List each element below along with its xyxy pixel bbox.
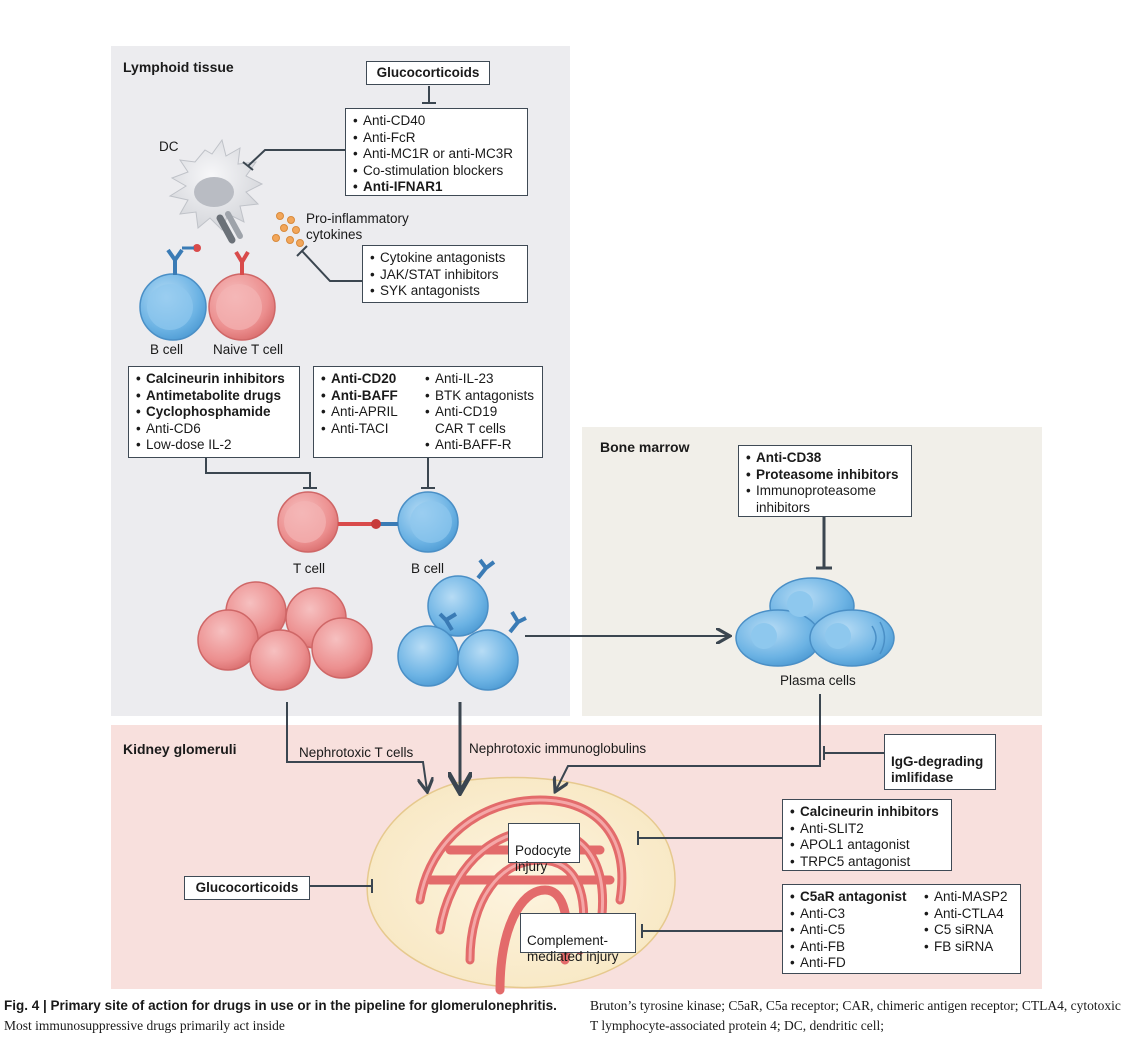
podocyte-drug-list: Calcineurin inhibitorsAnti-SLIT2APOL1 an… <box>790 804 945 870</box>
drug-item: Anti-CTLA4 <box>924 906 1008 923</box>
drug-item: Calcineurin inhibitors <box>790 804 945 821</box>
drug-item: BTK antagonists <box>425 388 534 405</box>
plasma-cells-label: Plasma cells <box>780 673 856 688</box>
naive-t-cell-top <box>208 250 276 341</box>
t-cell-cluster <box>197 581 373 691</box>
region-title-lymphoid: Lymphoid tissue <box>123 59 234 75</box>
drug-item: SYK antagonists <box>370 283 521 300</box>
complement-drug-list-right: Anti-MASP2Anti-CTLA4C5 siRNAFB siRNA <box>924 889 1008 955</box>
drug-item: C5 siRNA <box>924 922 1008 939</box>
glucocorticoids-top-label: Glucocorticoids <box>376 65 480 80</box>
drug-item: APOL1 antagonist <box>790 837 945 854</box>
drug-item: Anti-FcR <box>353 130 521 147</box>
dc-drug-box: Anti-CD40Anti-FcRAnti-MC1R or anti-MC3RC… <box>345 108 528 196</box>
drug-item: Calcineurin inhibitors <box>136 371 293 388</box>
drug-item: Co-stimulation blockers <box>353 163 521 180</box>
t-cell-drug-list: Calcineurin inhibitorsAntimetabolite dru… <box>136 371 293 454</box>
b-cell-top-label: B cell <box>150 342 184 357</box>
drug-item: Anti-SLIT2 <box>790 821 945 838</box>
drug-item: Anti-CD40 <box>353 113 521 130</box>
drug-item: Proteasome inhibitors <box>746 467 905 484</box>
plasma-drug-list: Anti-CD38Proteasome inhibitorsImmunoprot… <box>746 450 905 516</box>
glucocorticoids-kidney-box: Glucocorticoids <box>184 876 310 900</box>
drug-item: Anti-BAFF <box>321 388 398 405</box>
dc-drug-list: Anti-CD40Anti-FcRAnti-MC1R or anti-MC3RC… <box>353 113 521 196</box>
cytokine-drug-list: Cytokine antagonistsJAK/STAT inhibitorsS… <box>370 250 521 300</box>
cytokine-dots <box>272 212 304 247</box>
drug-item: C5aR antagonist <box>790 889 907 906</box>
b-cell-cluster <box>397 558 527 691</box>
figure-caption-right: Bruton’s tyrosine kinase; C5aR, C5a rece… <box>590 998 1121 1033</box>
drug-item: Anti-MASP2 <box>924 889 1008 906</box>
drug-item: Anti-C3 <box>790 906 907 923</box>
plasma-drug-box: Anti-CD38Proteasome inhibitorsImmunoprot… <box>738 445 912 517</box>
complement-drug-list-left: C5aR antagonistAnti-C3Anti-C5Anti-FBAnti… <box>790 889 907 972</box>
complement-injury-box: Complement- mediated injury <box>520 913 636 964</box>
igg-imlifidase-box: IgG-degrading imlifidase <box>884 734 996 790</box>
drug-item: Anti-CD6 <box>136 421 293 438</box>
figure-caption: Fig. 4 | Primary site of action for drug… <box>4 996 572 1036</box>
drug-item: Anti-APRIL <box>321 404 398 421</box>
drug-item: Anti-C5 <box>790 922 907 939</box>
drug-item: Anti-IFNAR1 <box>353 179 521 196</box>
region-title-kidney: Kidney glomeruli <box>123 741 237 757</box>
drug-item: Cytokine antagonists <box>370 250 521 267</box>
drug-item: Antimetabolite drugs <box>136 388 293 405</box>
b-cell-drug-box: Anti-CD20Anti-BAFFAnti-APRILAnti-TACI An… <box>313 366 543 458</box>
connectors <box>205 86 884 938</box>
t-cell-drug-box: Calcineurin inhibitorsAntimetabolite dru… <box>128 366 300 458</box>
naive-t-cell-label: Naive T cell <box>213 342 284 357</box>
drug-item: Anti-TACI <box>321 421 398 438</box>
caption-lead-bold: Fig. 4 | Primary site of action for drug… <box>4 998 557 1013</box>
plasma-cell-group <box>735 577 895 667</box>
caption-lead-text: Most immunosuppressive drugs primarily a… <box>4 1018 285 1033</box>
podocyte-injury-label: Podocyte injury <box>515 843 572 874</box>
complement-injury-label: Complement- mediated injury <box>527 933 619 964</box>
glomerulus <box>366 776 676 995</box>
t-cell-label: T cell <box>293 561 326 576</box>
drug-item: CAR T cells <box>435 420 506 436</box>
drug-item: Cyclophosphamide <box>136 404 293 421</box>
drug-item: Low-dose IL-2 <box>136 437 293 454</box>
drug-item: inhibitors <box>756 499 811 515</box>
b-cell-top <box>139 244 207 341</box>
drug-item: Anti-IL-23 <box>425 371 534 388</box>
igg-imlifidase-label: IgG-degrading imlifidase <box>891 754 984 785</box>
drug-item: Anti-FD <box>790 955 907 972</box>
glucocorticoids-kidney-label: Glucocorticoids <box>195 880 299 895</box>
drug-item: Anti-MC1R or anti-MC3R <box>353 146 521 163</box>
b-cell-label: B cell <box>411 561 445 576</box>
drug-item: Anti-CD20 <box>321 371 398 388</box>
drug-item: Immunoproteasome <box>746 483 905 500</box>
drug-item: FB siRNA <box>924 939 1008 956</box>
drug-item: Anti-FB <box>790 939 907 956</box>
nephrotoxic-t-cells-label: Nephrotoxic T cells <box>299 745 414 760</box>
drug-item: TRPC5 antagonist <box>790 854 945 871</box>
dc-label: DC <box>159 139 179 154</box>
dendritic-cell <box>168 138 264 244</box>
nephrotoxic-ig-label: Nephrotoxic immunoglobulins <box>469 741 647 756</box>
podocyte-injury-box: Podocyte injury <box>508 823 580 874</box>
drug-item: Anti-CD38 <box>746 450 905 467</box>
t-b-synapse <box>277 491 459 553</box>
drug-item: JAK/STAT inhibitors <box>370 267 521 284</box>
complement-drug-box: C5aR antagonistAnti-C3Anti-C5Anti-FBAnti… <box>782 884 1021 974</box>
cytokines-label: Pro-inflammatory cytokines <box>306 211 409 242</box>
cytokine-drug-box: Cytokine antagonistsJAK/STAT inhibitorsS… <box>362 245 528 303</box>
b-cell-drug-list-left: Anti-CD20Anti-BAFFAnti-APRILAnti-TACI <box>321 371 398 437</box>
drug-item: Anti-CD19 <box>425 404 534 421</box>
region-title-bone-marrow: Bone marrow <box>600 439 690 455</box>
glucocorticoids-top-box: Glucocorticoids <box>366 61 490 85</box>
drug-item: Anti-BAFF-R <box>425 437 534 454</box>
podocyte-drug-box: Calcineurin inhibitorsAnti-SLIT2APOL1 an… <box>782 799 952 871</box>
